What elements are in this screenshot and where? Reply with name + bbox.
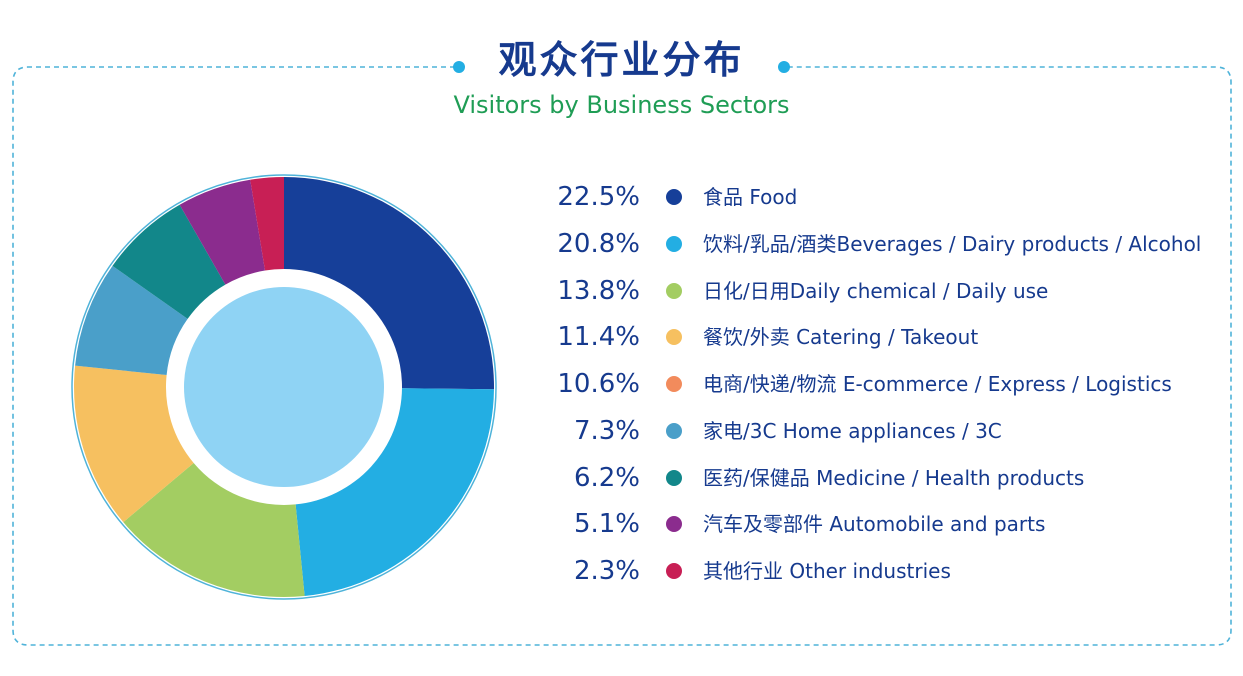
legend-label: 电商/快递/物流 E-commerce / Express / Logistic… [703, 372, 1172, 396]
legend-swatch [666, 329, 682, 346]
legend-percentage: 7.3% [573, 415, 640, 446]
frame-border [12, 66, 1232, 646]
chart-subtitle: Visitors by Business Sectors [453, 91, 790, 119]
legend-item: 20.8% 饮料/乳品/酒类Beverages / Dairy products … [540, 221, 1240, 268]
legend-percentage: 5.1% [573, 509, 640, 540]
legend-label: 家电/3C Home appliances / 3C [703, 418, 1002, 443]
legend-percentage: 13.8% [557, 275, 640, 306]
legend-label: 食品 Food [703, 185, 798, 209]
legend-item: 2.3% 其他行业 Other industries [540, 548, 1240, 595]
chart-title: 观众行业分布 [498, 38, 745, 82]
legend-swatch [666, 563, 682, 579]
title-left-dot [453, 61, 465, 73]
legend-label: 其他行业 Other industries [703, 559, 951, 583]
legend-percentage: 6.2% [573, 462, 640, 493]
legend-item: 10.6% 电商/快递/物流 E-commerce / Express / Log… [540, 361, 1240, 408]
donut-slice [284, 177, 494, 390]
legend-percentage: 22.5% [557, 182, 640, 212]
donut-slice [112, 204, 226, 319]
donut-slice [73, 365, 194, 523]
donut-slice [179, 179, 266, 285]
legend: 22.5% 食品 Food 20.8% 饮料/乳品/酒类Beverages / Dai… [540, 174, 1240, 595]
legend-swatch [666, 516, 682, 533]
donut-center [184, 287, 384, 487]
title-right-dot [778, 61, 790, 73]
legend-percentage: 10.6% [557, 369, 640, 399]
legend-label: 日化/日用Daily chemical / Daily use [703, 278, 1049, 303]
donut-slice [295, 388, 494, 596]
outer-ring [71, 174, 497, 600]
legend-item: 11.4% 餐饮/外卖 Catering / Takeout [540, 314, 1240, 361]
legend-item: 5.1% 汽车及零部件 Automobile and parts [540, 501, 1240, 548]
legend-swatch [666, 376, 682, 392]
legend-label: 医药/保健品 Medicine / Health products [703, 465, 1085, 490]
legend-item: 7.3% 家电/3C Home appliances / 3C [540, 408, 1240, 455]
legend-label: 餐饮/外卖 Catering / Takeout [703, 325, 979, 350]
legend-swatch [666, 282, 682, 299]
donut-slice [123, 462, 305, 597]
donut-slice [250, 177, 284, 271]
legend-percentage: 2.3% [573, 556, 640, 586]
legend-label: 饮料/乳品/酒类Beverages / Dairy products / Alc… [703, 231, 1202, 256]
donut-chart [71, 174, 497, 600]
legend-percentage: 11.4% [557, 322, 640, 353]
legend-swatch [666, 235, 682, 252]
legend-item: 13.8% 日化/日用Daily chemical / Daily use [540, 268, 1240, 315]
legend-item: 6.2% 医药/保健品 Medicine / Health products [540, 455, 1240, 502]
legend-item: 22.5% 食品 Food [540, 174, 1240, 221]
legend-swatch [666, 189, 682, 205]
legend-swatch [666, 469, 682, 486]
donut-slice [75, 265, 188, 375]
legend-swatch [666, 422, 682, 439]
legend-label: 汽车及零部件 Automobile and parts [703, 512, 1046, 537]
legend-percentage: 20.8% [557, 228, 640, 259]
